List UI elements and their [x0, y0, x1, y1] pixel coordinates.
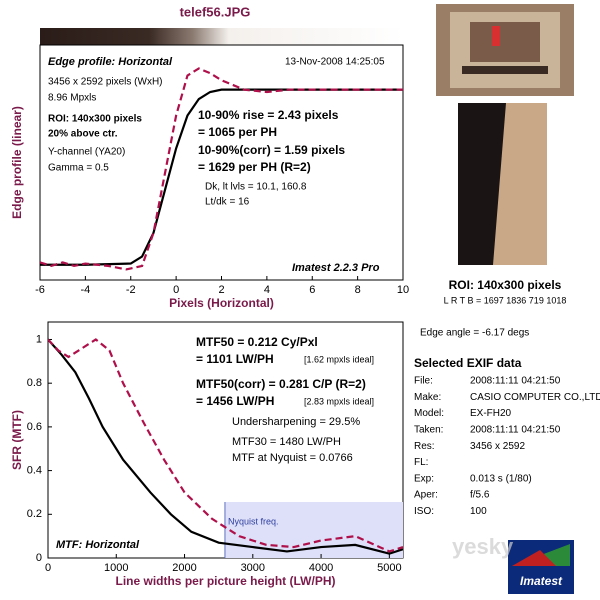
- annotation: Dk, lt lvls = 10.1, 160.8: [205, 182, 307, 193]
- series-line: [40, 67, 403, 271]
- series-line: [48, 338, 403, 553]
- exif-label: Make:: [414, 392, 441, 403]
- annotation: Y-channel (YA20): [48, 147, 125, 158]
- x-tick-label: 2: [218, 284, 224, 296]
- annotation: MTF50(corr) = 0.281 C/P (R=2): [196, 377, 366, 391]
- annotation: Edge profile: Horizontal: [48, 56, 173, 68]
- exif-label: FL:: [414, 457, 428, 468]
- annotation: = 1629 per PH (R=2): [198, 160, 311, 174]
- annotation: 3456 x 2592 pixels (WxH): [48, 77, 163, 88]
- x-tick-label: -6: [35, 284, 45, 296]
- annotation: Lt/dk = 16: [205, 197, 250, 208]
- x-tick-label: -2: [126, 284, 136, 296]
- x-tick-label: -4: [80, 284, 90, 296]
- exif-value: f/5.6: [470, 490, 490, 501]
- x-axis-label: Pixels (Horizontal): [169, 296, 274, 310]
- y-tick-label: 0.4: [27, 464, 42, 476]
- exif-value: 2008:11:11 04:21:50: [470, 425, 561, 436]
- x-tick-label: 8: [355, 284, 361, 296]
- series-line: [40, 88, 403, 266]
- annotation: = 1101 LW/PH: [196, 352, 274, 366]
- exif-label: Taken:: [414, 425, 443, 436]
- x-tick-label: 0: [45, 562, 51, 574]
- nyquist-label: Nyquist freq.: [228, 516, 279, 526]
- y-tick-label: 0.2: [27, 508, 42, 520]
- annotation: Imatest 2.2.3 Pro: [292, 262, 380, 274]
- exif-label: Aper:: [414, 490, 438, 501]
- edge-strip: [40, 28, 403, 45]
- plot-area: [39, 44, 404, 281]
- x-axis-label: Line widths per picture height (LW/PH): [115, 574, 335, 588]
- exif-value: 100: [470, 506, 487, 517]
- annotation: = 1456 LW/PH: [196, 394, 274, 408]
- file-title: telef56.JPG: [180, 4, 251, 19]
- series-line: [48, 338, 403, 555]
- annotation: Undersharpening = 29.5%: [232, 416, 360, 428]
- y-tick-label: 1: [36, 333, 42, 345]
- annotation: MTF: Horizontal: [56, 539, 140, 551]
- exif-value: EX-FH20: [470, 408, 512, 419]
- exif-label: Res:: [414, 441, 435, 452]
- annotation: MTF at Nyquist = 0.0766: [232, 452, 353, 464]
- exif-label: ISO:: [414, 506, 434, 517]
- annotation: MTF50 = 0.212 Cy/Pxl: [196, 335, 318, 349]
- exif-label: File:: [414, 376, 433, 387]
- y-tick-label: 0: [36, 552, 42, 564]
- x-tick-label: 2000: [172, 562, 196, 574]
- annotation: Gamma = 0.5: [48, 163, 109, 174]
- annotation: 10-90%(corr) = 1.59 pixels: [198, 143, 345, 157]
- exif-value: 2008:11:11 04:21:50: [470, 376, 561, 387]
- x-tick-label: 3000: [241, 562, 265, 574]
- x-tick-label: 5000: [377, 562, 401, 574]
- exif-title: Selected EXIF data: [414, 356, 522, 370]
- annotation: ROI: 140x300 pixels: [48, 114, 142, 125]
- x-tick-label: 6: [309, 284, 315, 296]
- exif-value: 3456 x 2592: [470, 441, 525, 452]
- roi-lrtb: L R T B = 1697 1836 719 1018: [444, 295, 567, 305]
- annotation: [1.62 mpxls ideal]: [304, 354, 374, 364]
- x-tick-label: 1000: [104, 562, 128, 574]
- chart: Nyquist freq. 0 1000 2000 3000 4000 5000 0 0.2 0.…: [10, 321, 404, 588]
- edge-angle: Edge angle = -6.17 degs: [420, 328, 529, 339]
- roi-image: [458, 103, 547, 265]
- x-tick-label: 4000: [309, 562, 333, 574]
- roi-title: ROI: 140x300 pixels: [449, 278, 562, 292]
- exif-label: Model:: [414, 408, 444, 419]
- y-tick-label: 0.6: [27, 421, 42, 433]
- annotation: MTF30 = 1480 LW/PH: [232, 436, 341, 448]
- y-axis-label: SFR (MTF): [10, 410, 24, 470]
- annotation: = 1065 per PH: [198, 125, 277, 139]
- thumbnail: [436, 4, 574, 96]
- x-tick-label: 4: [264, 284, 270, 296]
- x-tick-label: 0: [173, 284, 179, 296]
- logo: Imatest: [508, 540, 574, 594]
- y-axis-label: Edge profile (linear): [10, 106, 24, 219]
- exif-label: Exp:: [414, 473, 434, 484]
- annotation: 8.96 Mpxls: [48, 93, 96, 104]
- annotation: 20% above ctr.: [48, 129, 118, 140]
- chart: -6 -4 -2 0 2 4 6 8 10 Pixels (Horizontal) Edge pro…: [10, 44, 409, 310]
- annotation: [2.83 mpxls ideal]: [304, 396, 374, 406]
- exif-value: CASIO COMPUTER CO.,LTD.: [470, 392, 600, 403]
- x-tick-label: 10: [397, 284, 409, 296]
- logo-text: Imatest: [520, 574, 563, 588]
- annotation: 13-Nov-2008 14:25:05: [285, 57, 385, 68]
- annotation: 10-90% rise = 2.43 pixels: [198, 108, 339, 122]
- exif-value: 0.013 s (1/80): [470, 473, 532, 484]
- y-tick-label: 0.8: [27, 377, 42, 389]
- watermark: yesky: [452, 534, 514, 559]
